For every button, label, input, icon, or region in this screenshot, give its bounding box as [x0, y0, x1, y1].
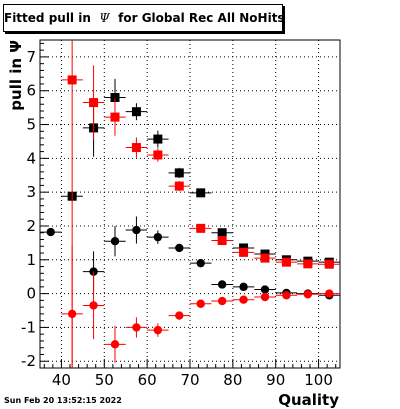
data-point: [239, 295, 248, 304]
x-tick-label: 50: [95, 371, 114, 389]
data-point: [282, 291, 291, 300]
data-point: [131, 143, 141, 153]
series-0: [61, 78, 340, 267]
data-point: [110, 340, 120, 349]
y-tick-label: -1: [21, 318, 36, 336]
series-1: [61, 40, 340, 368]
data-point: [175, 311, 184, 320]
x-tick-label: 100: [304, 371, 333, 389]
y-tick-label: 1: [26, 251, 36, 269]
data-point: [174, 181, 184, 191]
data-point: [89, 267, 98, 276]
data-point: [46, 227, 55, 237]
y-tick-label: 7: [26, 48, 36, 66]
data-point: [281, 257, 291, 267]
y-tick-label: 6: [26, 82, 36, 100]
y-tick-label: -2: [21, 352, 36, 370]
data-point: [196, 223, 206, 233]
x-axis-title: Quality: [278, 391, 339, 409]
data-point: [239, 247, 249, 257]
x-tick-label: 90: [266, 371, 285, 389]
data-point: [110, 112, 120, 122]
data-point: [196, 188, 206, 198]
data-point: [303, 290, 313, 299]
axes: 40 50 60 70 80 90 100 -2 -1 0 1 2 3 4 5 6 7: [21, 42, 337, 389]
x-tick-label: 80: [223, 371, 242, 389]
data-point: [325, 289, 334, 298]
data-point: [174, 168, 184, 178]
series-2: [40, 216, 340, 300]
chart-title: Fitted pull in Ψ for Global Rec All NoHi…: [4, 11, 285, 25]
data-point: [110, 92, 120, 102]
data-point: [260, 253, 270, 263]
y-tick-label: 4: [26, 149, 36, 167]
data-point: [196, 258, 205, 268]
chart-title-suffix: for Global Rec All NoHits: [118, 11, 285, 25]
data-point: [131, 107, 141, 117]
data-point: [324, 259, 334, 269]
x-tick-label: 60: [138, 371, 157, 389]
data-point: [67, 309, 77, 319]
data-point: [303, 259, 313, 269]
data-point: [89, 301, 98, 310]
y-tick-label: 3: [26, 183, 36, 201]
timestamp: Sun Feb 20 13:52:15 2022: [4, 396, 122, 405]
data-point: [217, 296, 227, 306]
series-3: [61, 246, 340, 368]
data-markers: [40, 40, 340, 368]
data-point: [239, 282, 248, 292]
data-point: [153, 325, 163, 335]
data-point: [132, 323, 141, 332]
data-point: [153, 134, 163, 144]
data-point: [196, 299, 205, 308]
data-point: [260, 292, 270, 302]
chart-title-symbol: Ψ: [99, 11, 110, 25]
x-tick-label: 70: [180, 371, 199, 389]
data-point: [110, 236, 120, 246]
y-tick-label: 2: [26, 217, 36, 235]
data-point: [153, 232, 163, 242]
chart-title-prefix: Fitted pull in: [4, 11, 91, 25]
data-point: [89, 98, 99, 108]
data-point: [67, 75, 77, 85]
y-tick-label: 0: [26, 285, 36, 303]
data-point: [217, 228, 227, 238]
y-axis-title: pull in Ψ: [7, 40, 25, 111]
grid-lines: [40, 40, 340, 368]
data-point: [217, 280, 227, 289]
y-tick-label: 5: [26, 116, 36, 134]
data-point: [260, 285, 270, 294]
data-point: [153, 150, 163, 160]
data-point: [175, 243, 184, 253]
data-point: [217, 236, 227, 246]
x-tick-label: 40: [52, 371, 71, 389]
title-box: Fitted pull in Ψ for Global Rec All NoHi…: [3, 4, 285, 32]
data-point: [132, 225, 141, 235]
